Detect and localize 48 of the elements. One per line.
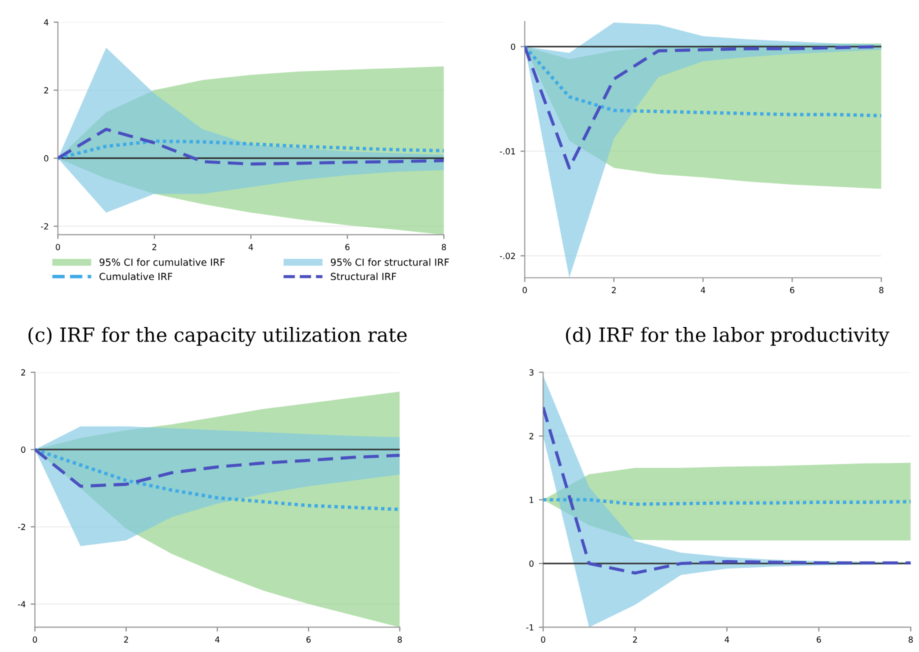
x-tick-label: 0: [541, 636, 546, 643]
line-series: [524, 44, 882, 118]
y-tick-label: 1: [530, 496, 534, 503]
y-tick-label: -2: [18, 524, 26, 530]
x-tick-label: 4: [724, 636, 730, 643]
chart-title: (d) IRF for the labor productivity: [566, 326, 890, 346]
y-tick-label: 0: [21, 446, 26, 453]
x-tick-label: 0: [522, 286, 527, 294]
x-tick-label: 4: [248, 244, 254, 250]
x-tick-label: 6: [790, 286, 794, 294]
y-tick-label: -1: [526, 624, 534, 630]
x-tick-label: 2: [632, 636, 637, 643]
y-tick-label: -.01: [500, 148, 515, 154]
x-tick-label: 0: [56, 244, 60, 250]
x-tick-label: 2: [612, 286, 616, 294]
legend-label: Cumulative IRF: [100, 272, 172, 280]
x-tick-label: 8: [398, 636, 402, 643]
legend-label: 95% CI for cumulative IRF: [100, 258, 225, 266]
y-tick-label: 0: [529, 560, 534, 567]
x-tick-label: 4: [700, 287, 706, 294]
line-series: [34, 448, 400, 488]
y-tick-label: 2: [21, 369, 26, 376]
line-series: [58, 128, 444, 166]
x-tick-label: 4: [215, 636, 220, 643]
x-tick-label: 6: [306, 636, 311, 643]
y-tick-label: 2: [529, 433, 534, 440]
line-series: [34, 448, 400, 512]
x-tick-label: 0: [32, 636, 38, 643]
y-tick-label: 4: [44, 19, 48, 26]
y-tick-label: 0: [44, 155, 48, 162]
x-tick-label: 8: [908, 636, 913, 643]
x-tick-label: 6: [816, 636, 821, 643]
x-tick-label: 2: [152, 244, 156, 250]
x-tick-label: 2: [124, 636, 128, 643]
x-tick-label: 8: [879, 286, 884, 294]
y-tick-label: -2: [40, 223, 48, 230]
y-tick-label: 2: [44, 87, 48, 94]
y-tick-label: 0: [510, 44, 516, 50]
y-tick-label: -4: [18, 601, 26, 608]
legend-label: 95% CI for structural IRF: [330, 258, 449, 266]
chart-title: (c) IRF for the capacity utilization rate: [28, 326, 407, 346]
line-series: [58, 140, 444, 160]
x-tick-label: 8: [442, 244, 446, 250]
legend-label: Structural IRF: [330, 272, 396, 280]
y-tick-label: 3: [529, 369, 534, 376]
x-tick-label: 6: [345, 244, 350, 250]
y-tick-label: -.02: [500, 252, 515, 260]
line-series: [543, 406, 911, 575]
